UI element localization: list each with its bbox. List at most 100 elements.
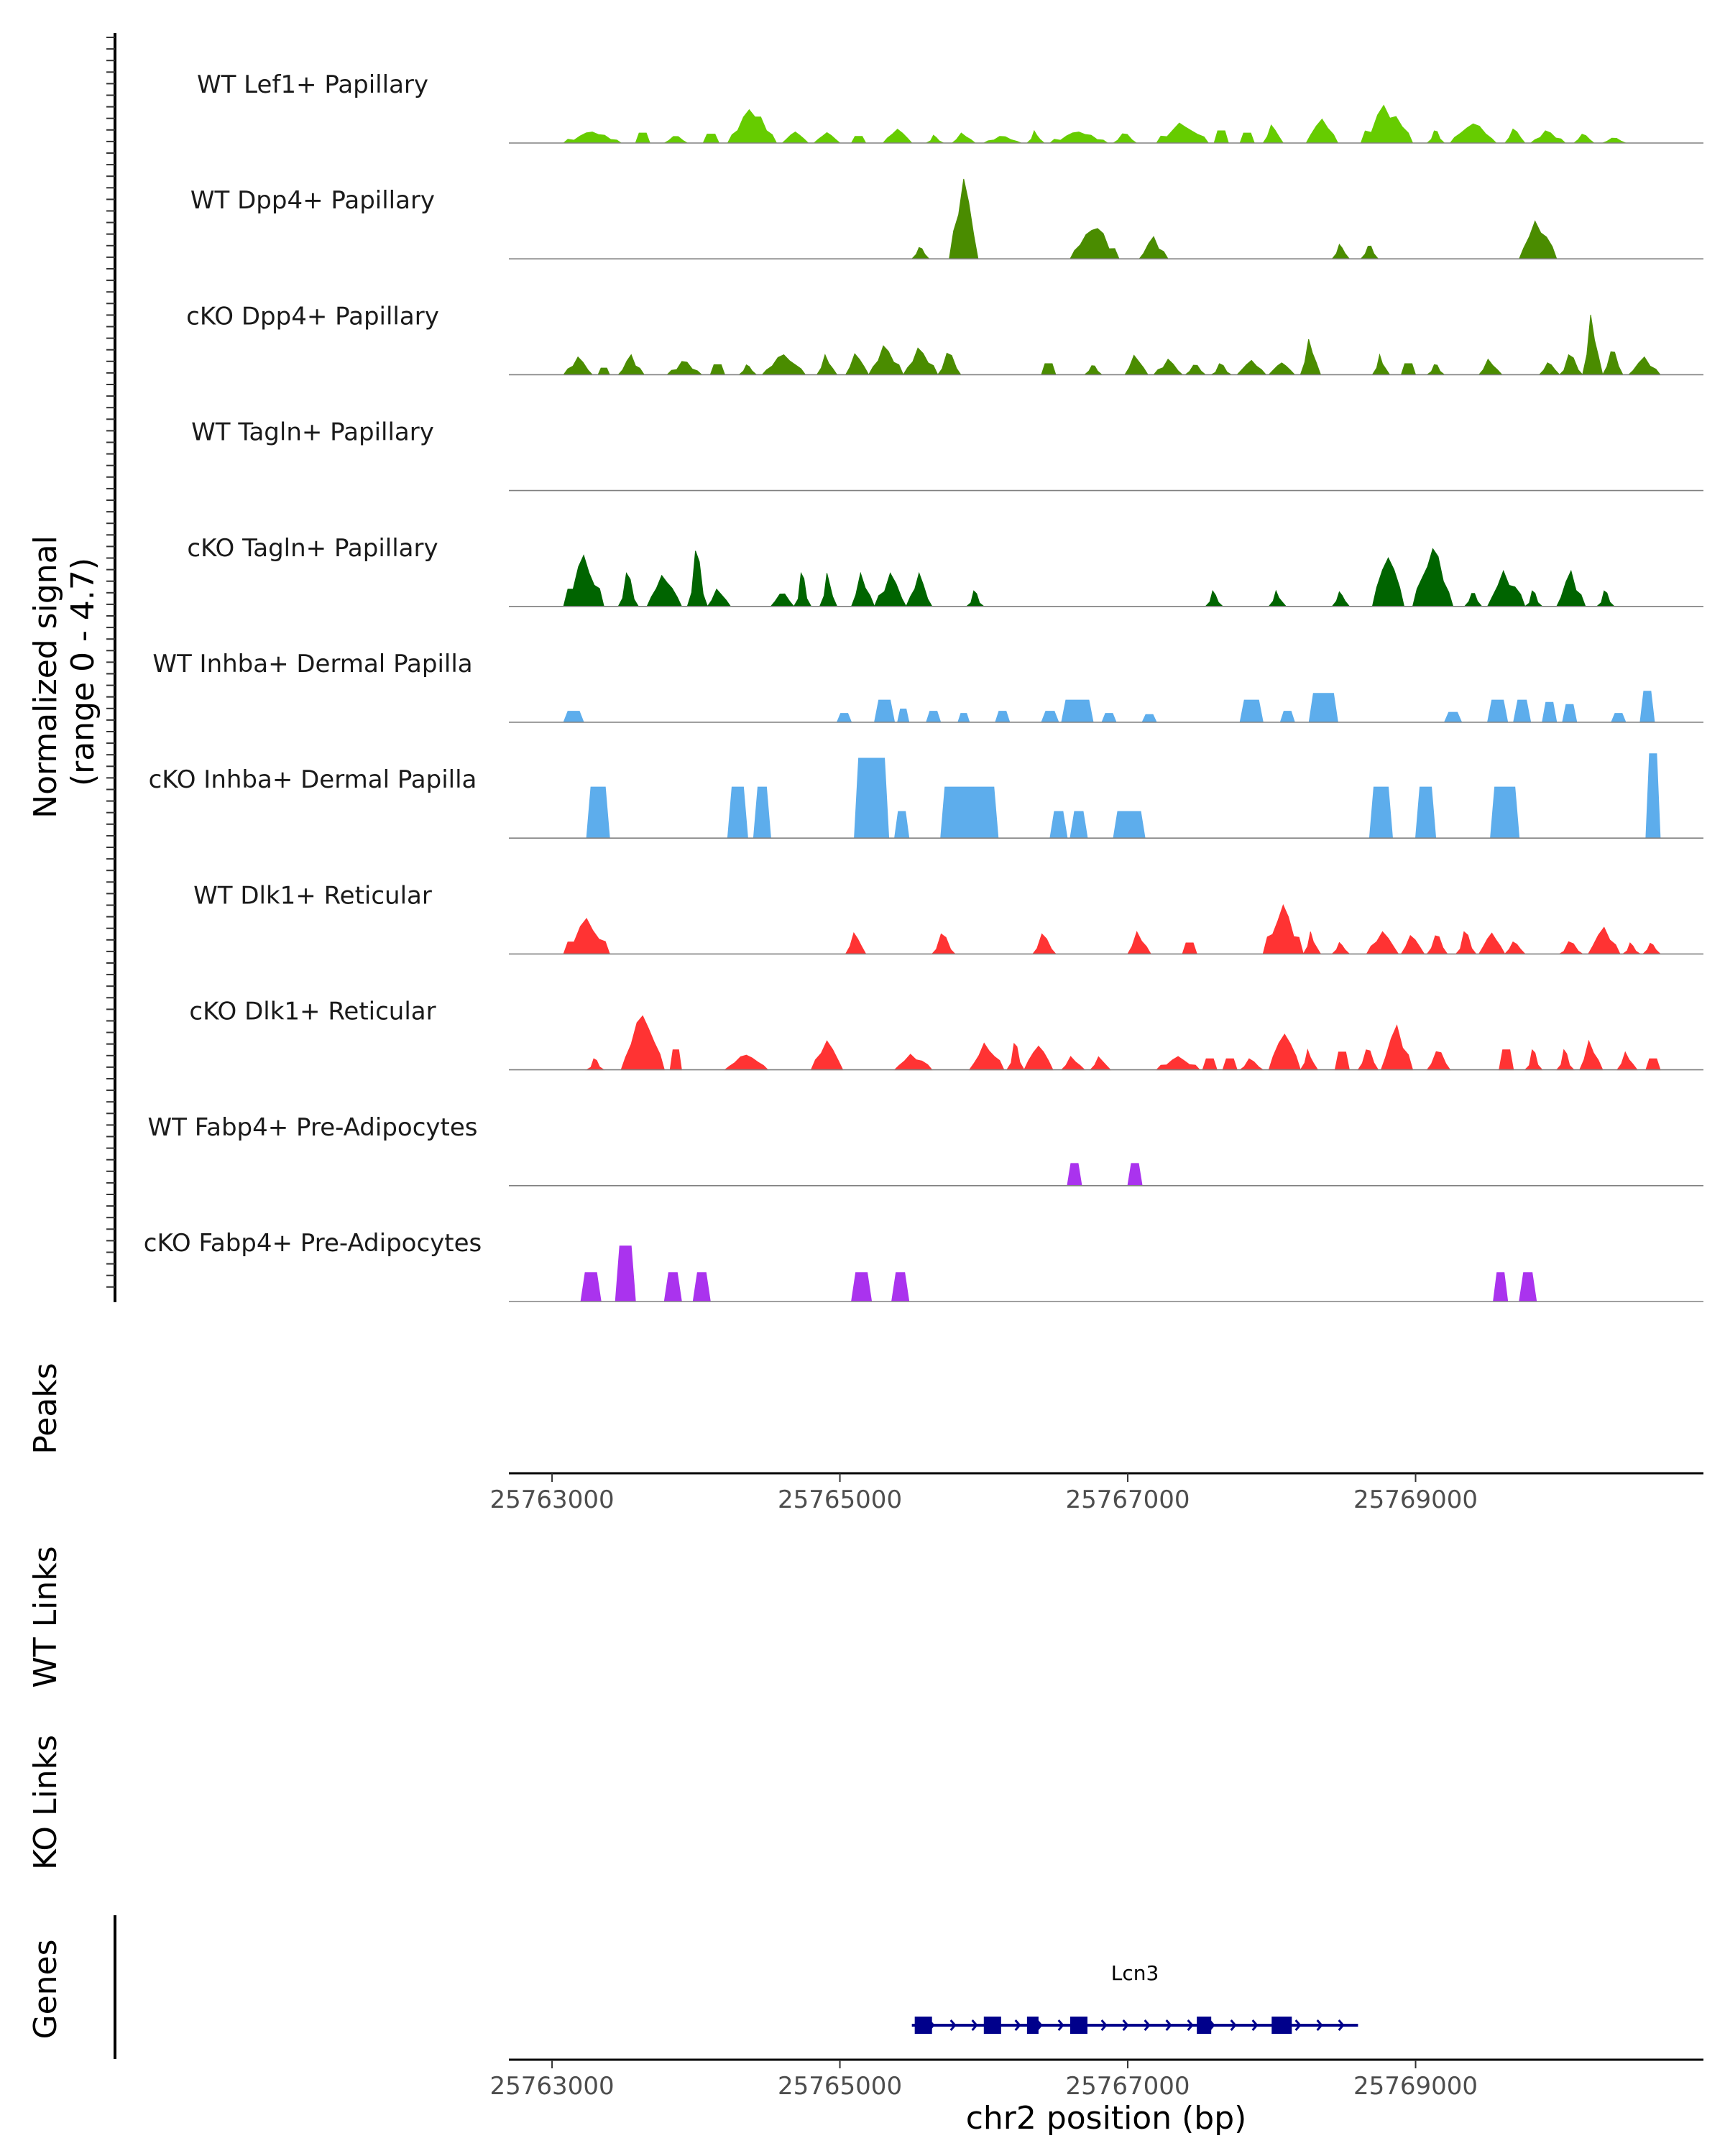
signal-area	[983, 136, 1022, 144]
track-label: cKO Fabp4+ Pre-Adipocytes	[144, 1229, 482, 1258]
signal-area	[1611, 713, 1627, 723]
signal-area	[897, 709, 910, 723]
track-label: WT Inhba+ Dermal Papilla	[152, 650, 472, 678]
strand-arrow	[1251, 2019, 1259, 2031]
signal-area	[770, 593, 795, 607]
x-axis-title: chr2 position (bp)	[966, 2100, 1247, 2137]
signal-area	[850, 571, 875, 607]
signal-area	[663, 1272, 682, 1302]
signal-area	[937, 352, 962, 375]
signal-area	[1153, 359, 1184, 375]
signal-area	[1279, 711, 1295, 723]
signal-area	[1573, 134, 1596, 144]
track: WT Dlk1+ Reticular	[193, 881, 1703, 955]
signal-area	[868, 345, 904, 375]
strand-arrow	[1338, 2019, 1345, 2031]
signal-area	[1060, 1056, 1086, 1071]
signal-area	[563, 554, 604, 607]
signal-area	[1412, 548, 1454, 607]
signal-area	[940, 786, 999, 839]
signal-area	[995, 711, 1011, 723]
signal-area	[1400, 363, 1417, 375]
signal-area	[1360, 104, 1414, 144]
strand-arrow	[1100, 2019, 1108, 2031]
signal-area	[727, 109, 778, 144]
track: cKO Tagln+ Papillary	[187, 534, 1703, 607]
signal-area	[1127, 1163, 1143, 1187]
signal-area	[1455, 931, 1477, 954]
signal-area	[617, 572, 640, 607]
signal-y-ticks	[106, 37, 115, 1288]
signal-area	[1268, 589, 1287, 607]
signal-area	[617, 354, 645, 375]
signal-area	[926, 134, 944, 144]
track-label: cKO Dpp4+ Papillary	[186, 302, 439, 331]
signal-y-axis-label: Normalized signal (range 0 - 4.7)	[27, 525, 101, 819]
signal-area	[854, 757, 890, 839]
signal-area	[1556, 569, 1586, 607]
signal-area	[1616, 1051, 1638, 1071]
track-label: WT Lef1+ Papillary	[197, 70, 428, 99]
signal-area	[1268, 362, 1296, 375]
signal-area	[1184, 364, 1207, 375]
signal-area	[1331, 941, 1351, 954]
peaks-label: Peaks	[27, 1363, 64, 1454]
signal-area	[686, 550, 709, 607]
signal-area	[1490, 786, 1520, 839]
signal-area	[1070, 811, 1088, 839]
gene-exon	[1271, 2017, 1292, 2034]
signal-area	[873, 699, 896, 723]
signal-area	[1141, 714, 1157, 723]
strand-arrow	[1294, 2019, 1302, 2031]
signal-area	[562, 132, 622, 144]
signal-area	[1443, 711, 1463, 723]
signal-area	[1101, 713, 1117, 723]
signal-area	[1138, 236, 1169, 259]
signal-area	[1305, 118, 1339, 144]
track: WT Fabp4+ Pre-Adipocytes	[148, 1113, 1703, 1187]
signal-area	[1041, 363, 1057, 375]
signal-area	[911, 247, 930, 259]
signal-area	[949, 178, 979, 259]
signal-area	[1268, 1033, 1301, 1071]
track: cKO Inhba+ Dermal Papilla	[149, 753, 1703, 839]
signal-area	[709, 364, 726, 375]
signal-area	[845, 932, 867, 954]
links-panel: WT Links KO Links	[27, 1546, 64, 1870]
x-tick-label: 25765000	[778, 2072, 902, 2101]
signal-area	[1049, 132, 1109, 144]
signal-area	[692, 1272, 711, 1302]
signal-area	[1426, 935, 1448, 954]
signal-area	[1357, 1049, 1379, 1071]
signal-area	[1089, 1056, 1112, 1071]
strand-arrow	[1144, 2019, 1151, 2031]
signal-area	[1426, 130, 1445, 144]
signal-area	[1205, 590, 1224, 607]
x-tick-label: 25769000	[1353, 2072, 1478, 2101]
track-label: WT Tagln+ Papillary	[191, 418, 434, 447]
signal-area	[761, 354, 806, 375]
signal-area	[1239, 699, 1264, 723]
signal-area	[563, 356, 594, 375]
signal-area	[1024, 1045, 1054, 1071]
strand-arrow	[1165, 2019, 1172, 2031]
signal-area	[1562, 704, 1578, 723]
signal-area	[1587, 926, 1621, 954]
signal-area	[1006, 1042, 1025, 1071]
signal-panel: Normalized signal (range 0 - 4.7) WT Lef…	[27, 33, 1703, 1302]
signal-area	[1486, 699, 1509, 723]
signal-area	[669, 1049, 682, 1071]
signal-area	[1414, 786, 1437, 839]
signal-area	[1582, 314, 1604, 375]
strand-arrow	[1230, 2019, 1237, 2031]
signal-area	[1645, 1058, 1661, 1071]
x-tick-label: 25763000	[490, 1485, 615, 1514]
signal-area	[615, 1245, 636, 1302]
genes-x-ticks: 25763000 25765000 25767000 25769000	[490, 2060, 1478, 2101]
signal-area	[1026, 129, 1046, 144]
signal-area	[635, 132, 650, 144]
signal-area	[753, 786, 771, 839]
track-label: WT Fabp4+ Pre-Adipocytes	[148, 1113, 478, 1142]
signal-area	[1555, 1049, 1575, 1071]
signal-area	[1530, 130, 1567, 144]
